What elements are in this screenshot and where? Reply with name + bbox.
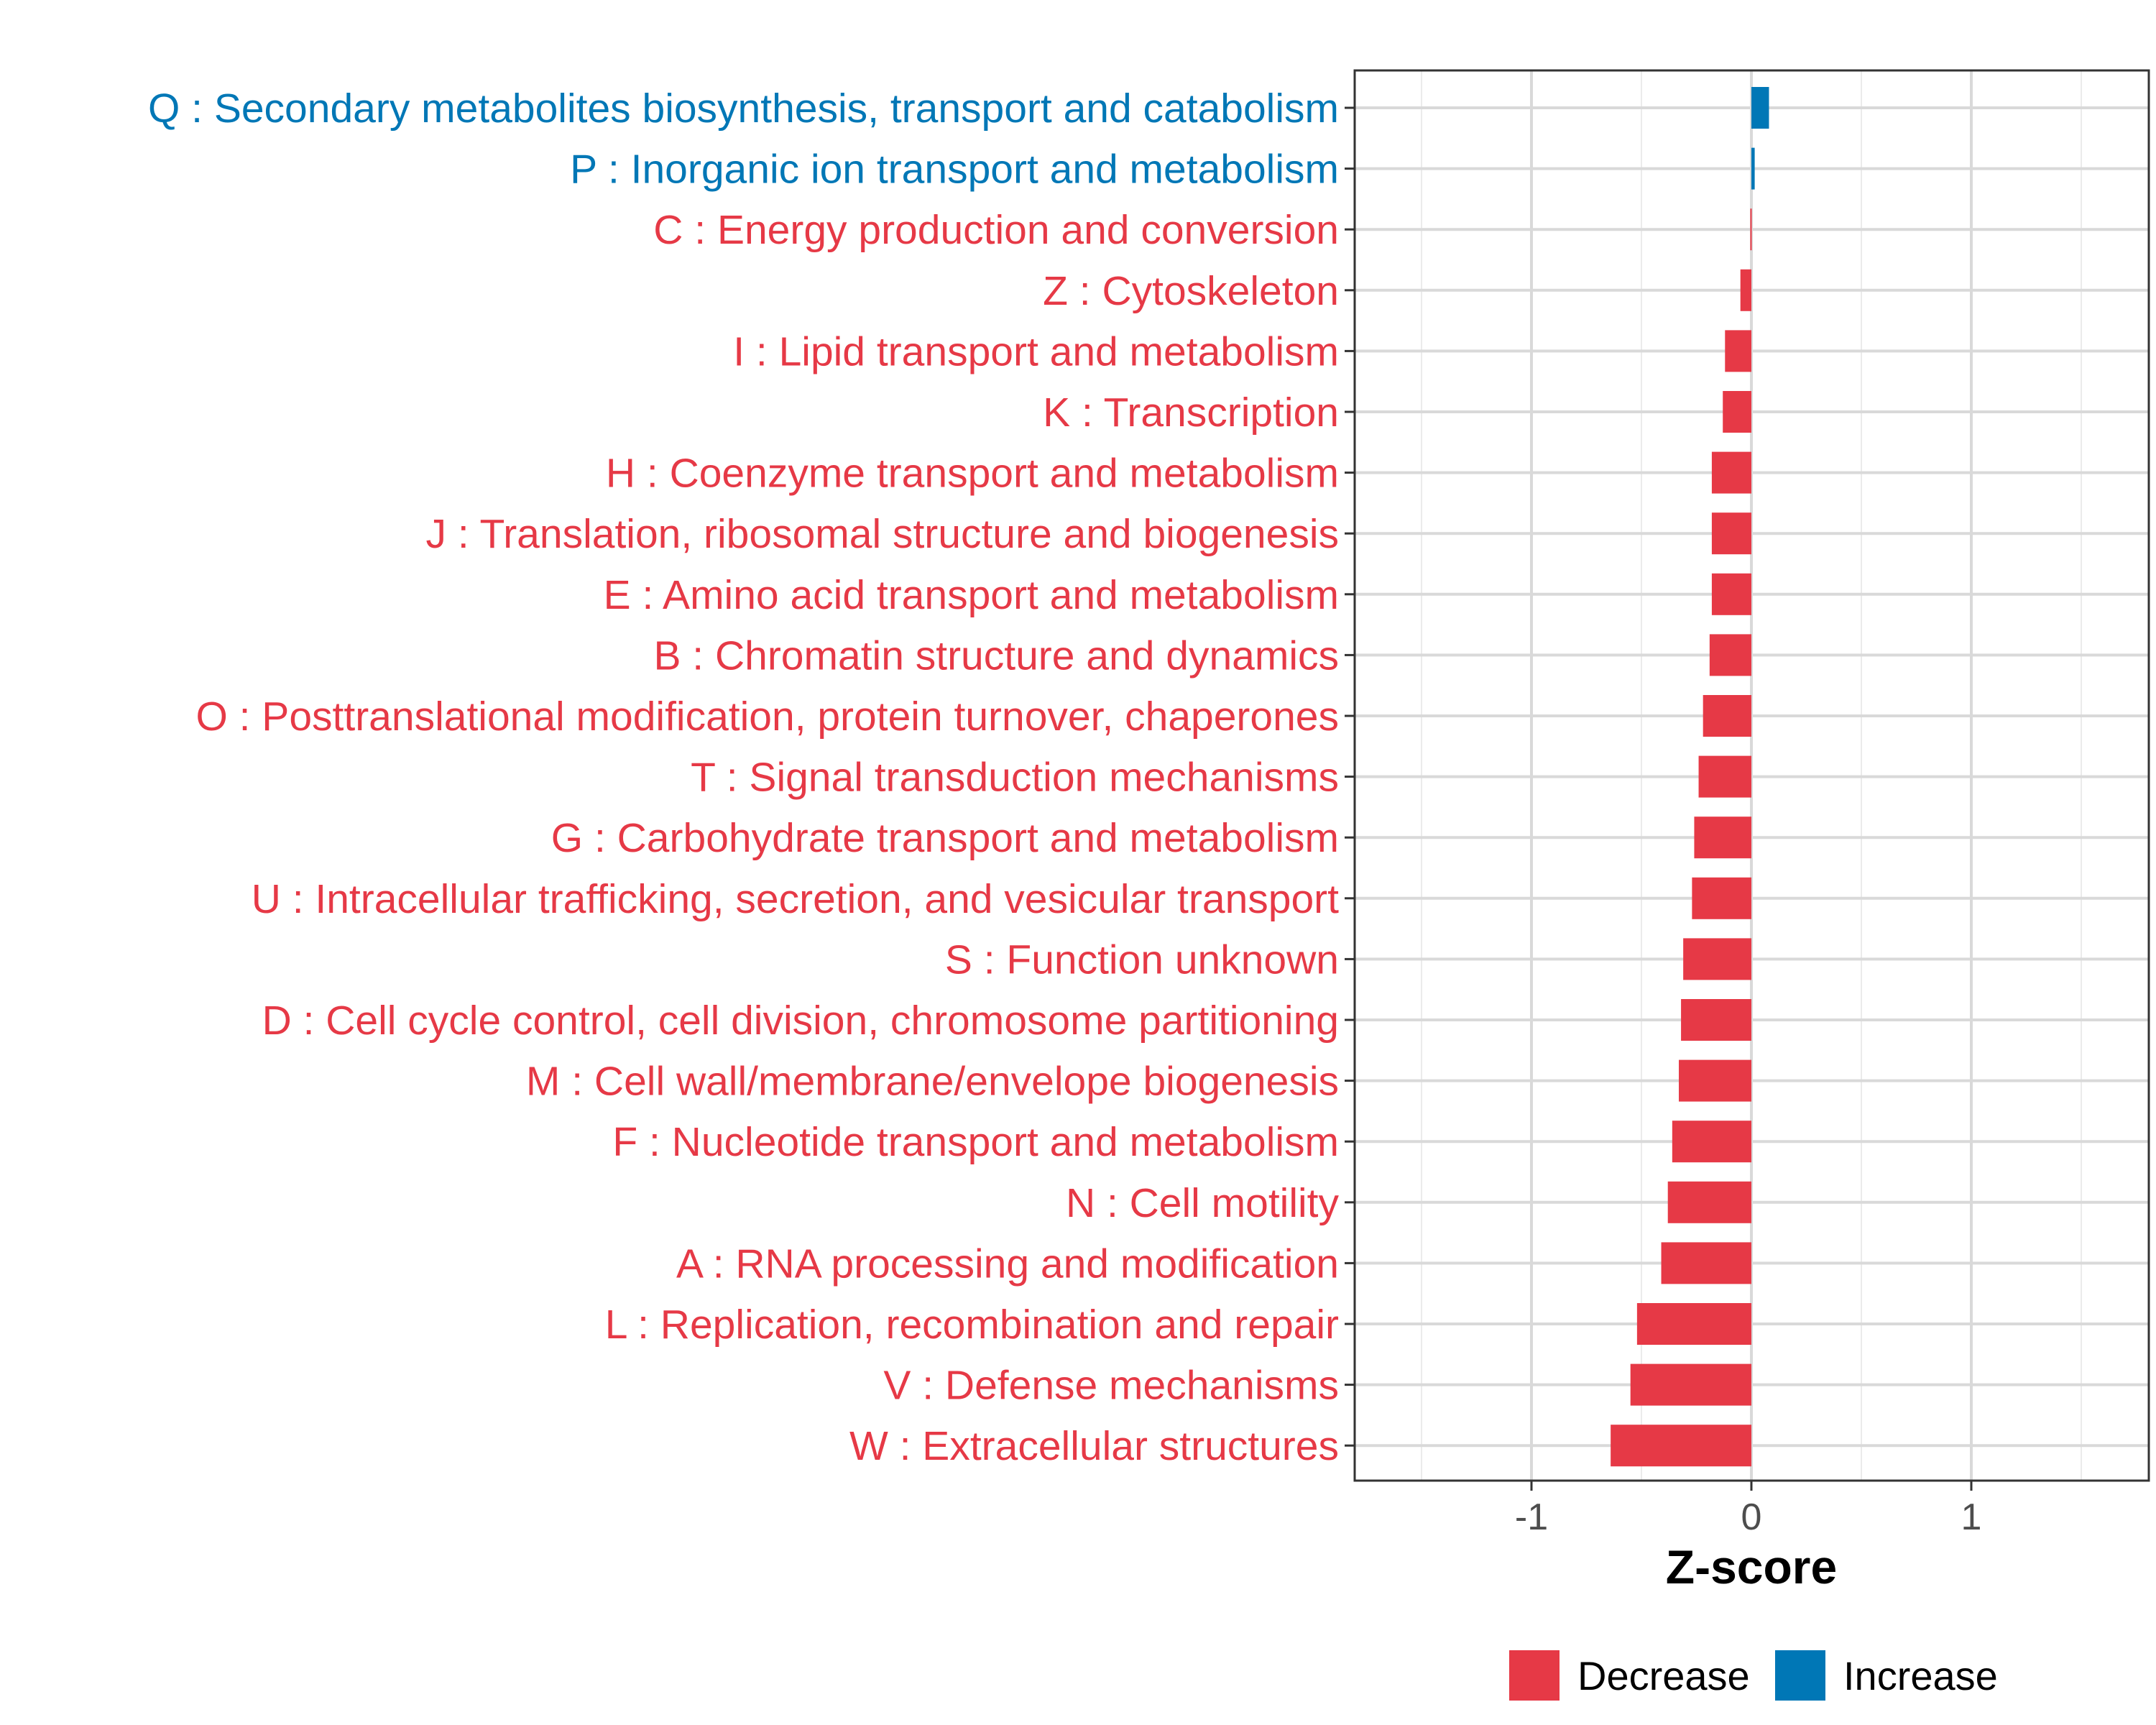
- bar: [1667, 1181, 1751, 1223]
- category-label: G : Carbohydrate transport and metabolis…: [551, 815, 1339, 861]
- category-label: E : Amino acid transport and metabolism: [604, 572, 1339, 618]
- category-label: S : Function unknown: [945, 937, 1339, 983]
- category-label: P : Inorganic ion transport and metaboli…: [570, 147, 1339, 193]
- x-tick-label: -1: [1515, 1496, 1548, 1538]
- legend-swatch-increase: [1775, 1650, 1825, 1701]
- bar: [1723, 391, 1751, 433]
- bar: [1750, 208, 1752, 251]
- legend-swatch-decrease: [1509, 1650, 1560, 1701]
- bar: [1679, 1059, 1751, 1102]
- category-label: J : Translation, ribosomal structure and…: [426, 511, 1339, 557]
- x-axis-title: Z-score: [1666, 1540, 1837, 1593]
- bar: [1672, 1121, 1751, 1163]
- bar: [1751, 147, 1755, 190]
- bar-series: [1611, 87, 1769, 1467]
- bar: [1661, 1242, 1751, 1284]
- bar: [1636, 1303, 1751, 1345]
- legend-label-increase: Increase: [1843, 1653, 1998, 1698]
- bar: [1725, 330, 1751, 372]
- legend: Decrease Increase: [1509, 1650, 1998, 1701]
- grid-lines: [1355, 70, 2149, 1481]
- bar: [1611, 1425, 1751, 1467]
- category-label: D : Cell cycle control, cell division, c…: [262, 998, 1339, 1044]
- bar: [1711, 512, 1751, 555]
- category-label: Q : Secondary metabolites biosynthesis, …: [148, 86, 1339, 132]
- category-label: I : Lipid transport and metabolism: [733, 328, 1339, 374]
- category-label: M : Cell wall/membrane/envelope biogenes…: [526, 1059, 1339, 1105]
- bar: [1694, 816, 1751, 859]
- category-label: K : Transcription: [1043, 390, 1339, 436]
- category-label: N : Cell motility: [1066, 1180, 1340, 1226]
- category-label: Z : Cytoskeleton: [1043, 268, 1339, 314]
- bar: [1711, 573, 1751, 615]
- bar: [1681, 999, 1751, 1041]
- bar: [1698, 755, 1751, 798]
- bar: [1711, 451, 1751, 494]
- category-label: V : Defense mechanisms: [883, 1363, 1339, 1409]
- bar: [1683, 938, 1751, 980]
- x-tick-label: 0: [1741, 1496, 1762, 1538]
- category-label: T : Signal transduction mechanisms: [691, 755, 1339, 801]
- legend-label-decrease: Decrease: [1577, 1653, 1750, 1698]
- category-label: W : Extracellular structures: [849, 1423, 1339, 1469]
- y-axis-category-labels: Q : Secondary metabolites biosynthesis, …: [148, 86, 1340, 1469]
- bar: [1709, 634, 1751, 676]
- category-label: C : Energy production and conversion: [653, 207, 1339, 253]
- category-label: H : Coenzyme transport and metabolism: [606, 451, 1339, 497]
- bar: [1630, 1363, 1751, 1406]
- category-label: A : RNA processing and modification: [676, 1241, 1339, 1287]
- x-tick-label: 1: [1961, 1496, 1982, 1538]
- category-label: B : Chromatin structure and dynamics: [653, 632, 1339, 678]
- bar: [1751, 87, 1769, 129]
- x-axis-ticks: -1 0 1: [1515, 1481, 1982, 1538]
- category-label: F : Nucleotide transport and metabolism: [612, 1119, 1339, 1165]
- category-label: L : Replication, recombination and repai…: [605, 1302, 1339, 1348]
- category-label: O : Posttranslational modification, prot…: [195, 694, 1339, 740]
- y-axis-ticks: [1345, 106, 1355, 1447]
- category-label: U : Intracellular trafficking, secretion…: [252, 876, 1339, 922]
- bar: [1740, 269, 1751, 311]
- bar: [1692, 877, 1751, 919]
- bar: [1703, 695, 1751, 737]
